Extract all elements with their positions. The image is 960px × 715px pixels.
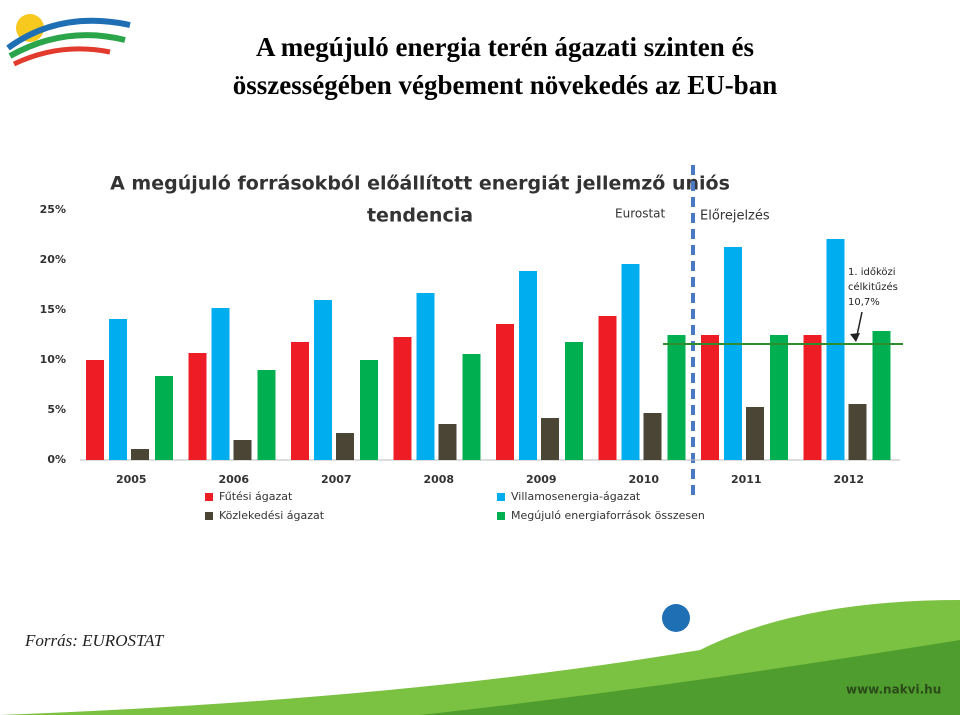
bar — [416, 293, 435, 460]
bar — [541, 418, 559, 460]
reference-label: 10,7% — [848, 297, 880, 308]
reference-label: célkitűzés — [848, 281, 898, 293]
bar — [621, 264, 640, 460]
bar — [848, 404, 867, 460]
bar — [233, 440, 252, 460]
bar — [360, 360, 378, 460]
bar — [109, 319, 127, 460]
period-label: Eurostat — [615, 207, 666, 221]
bar — [257, 370, 276, 460]
legend-label: Megújuló energiaforrások összesen — [511, 509, 705, 522]
bar — [496, 324, 514, 460]
bar — [211, 308, 230, 460]
hill — [420, 640, 960, 715]
logo — [6, 14, 131, 67]
bar — [598, 316, 617, 460]
legend-label: Közlekedési ágazat — [219, 509, 325, 522]
x-tick-label: 2011 — [731, 473, 762, 486]
x-tick-label: 2005 — [116, 473, 147, 486]
bar — [131, 449, 149, 460]
bar — [667, 335, 686, 460]
reference-label: 1. időközi — [848, 266, 896, 278]
period-label: Előrejelzés — [700, 209, 770, 224]
bar — [701, 335, 719, 460]
x-tick-label: 2012 — [833, 473, 864, 486]
arrow-head — [850, 333, 860, 342]
bar — [565, 342, 583, 460]
y-tick-label: 0% — [47, 453, 66, 466]
slide-title: A megújuló energia terén ágazati szinten… — [256, 32, 754, 62]
bar — [519, 271, 537, 460]
bar — [188, 353, 207, 460]
chart-title: A megújuló forrásokból előállított energ… — [110, 173, 730, 195]
legend-label: Villamosenergia-ágazat — [511, 490, 641, 503]
bar — [393, 337, 412, 460]
y-tick-label: 15% — [40, 303, 66, 316]
bar — [746, 407, 764, 460]
bar — [86, 360, 104, 460]
url: www.nakvi.hu — [846, 683, 941, 697]
bar — [643, 413, 662, 460]
tree — [662, 604, 690, 632]
bar — [155, 376, 173, 460]
x-tick-label: 2010 — [628, 473, 659, 486]
slide-title: összességében végbement növekedés az EU-… — [233, 70, 777, 100]
bar — [826, 239, 845, 460]
bar — [872, 331, 891, 460]
bar — [770, 335, 788, 460]
bar — [291, 342, 309, 460]
bar — [803, 335, 822, 460]
x-tick-label: 2008 — [423, 473, 454, 486]
y-tick-label: 5% — [47, 403, 66, 416]
y-tick-label: 20% — [40, 253, 66, 266]
legend-swatch — [497, 493, 505, 501]
legend-swatch — [205, 512, 213, 520]
bar — [336, 433, 354, 460]
bar — [724, 247, 742, 460]
source: Forrás: EUROSTAT — [24, 631, 165, 650]
bar — [462, 354, 481, 460]
legend-swatch — [497, 512, 505, 520]
x-tick-label: 2007 — [321, 473, 352, 486]
x-tick-label: 2006 — [218, 473, 249, 486]
x-tick-label: 2009 — [526, 473, 557, 486]
legend-label: Fűtési ágazat — [219, 490, 293, 503]
bar — [314, 300, 332, 460]
y-tick-label: 10% — [40, 353, 66, 366]
y-tick-label: 25% — [40, 203, 66, 216]
legend-swatch — [205, 493, 213, 501]
bar — [438, 424, 457, 460]
chart-title: tendencia — [367, 205, 473, 227]
